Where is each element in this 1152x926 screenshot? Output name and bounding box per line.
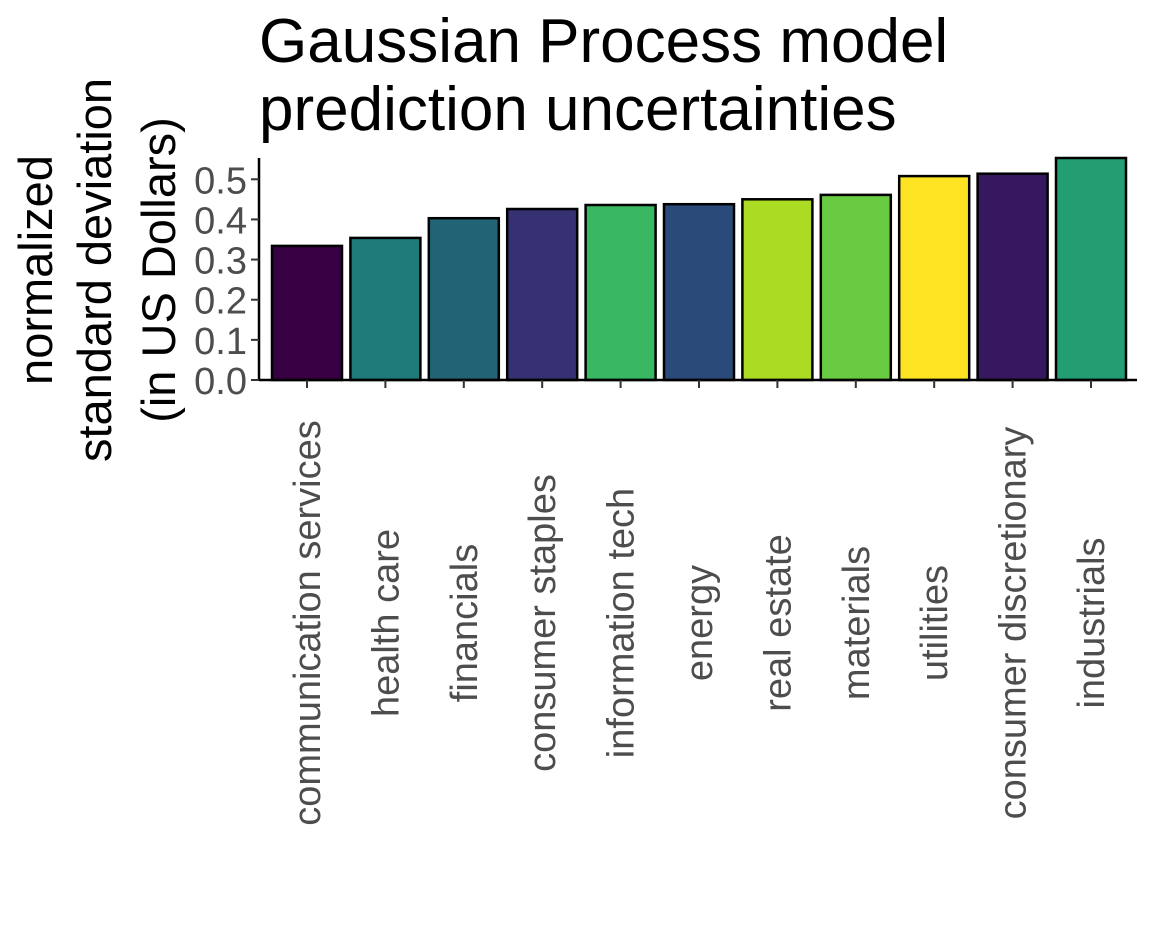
- bar-financials: [427, 216, 501, 382]
- bar-industrials: [1054, 156, 1128, 382]
- x-tick-label: industrials: [1071, 537, 1113, 708]
- chart-title-line: prediction uncertainties: [259, 75, 897, 144]
- bar-consumer-discretionary: [976, 172, 1049, 382]
- x-tick-label: financials: [444, 544, 486, 702]
- bar-energy: [662, 202, 736, 382]
- bar-information-tech: [584, 203, 657, 382]
- x-tick-label: materials: [836, 546, 878, 700]
- x-tick-label: consumer staples: [522, 474, 564, 772]
- y-axis: 0.00.10.20.30.40.5: [194, 158, 261, 403]
- x-tick-label: energy: [679, 565, 721, 681]
- y-tick-label: 0.1: [194, 321, 247, 363]
- x-tick-label: health care: [365, 529, 407, 717]
- chart-title-line: Gaussian Process model: [259, 7, 948, 76]
- x-tick-label: utilities: [914, 565, 956, 681]
- y-axis-label-line: (in US Dollars): [132, 117, 185, 423]
- bar-materials: [819, 193, 893, 382]
- y-tick-label: 0.0: [194, 361, 247, 403]
- y-tick-label: 0.5: [194, 160, 247, 202]
- bar-utilities: [897, 174, 971, 382]
- x-tick-label: information tech: [601, 488, 643, 758]
- x-axis: communication services health care financi…: [259, 378, 1137, 826]
- y-tick-label: 0.3: [194, 241, 247, 283]
- bars: [270, 156, 1128, 382]
- y-tick-label: 0.4: [194, 200, 247, 242]
- bar-health-care: [349, 236, 422, 382]
- y-tick-label: 0.2: [194, 281, 247, 323]
- x-tick-label: communication services: [287, 420, 329, 825]
- x-tick-label: real estate: [757, 534, 799, 711]
- y-axis-label-line: standard deviation: [68, 78, 121, 462]
- bar-communication-services: [270, 244, 344, 382]
- y-axis-label: normalized standard deviation (in US Dolla…: [9, 78, 185, 462]
- bar-consumer-staples: [505, 207, 579, 382]
- y-axis-label-line: normalized: [9, 155, 62, 385]
- bar-real-estate: [741, 198, 814, 382]
- x-tick-label: consumer discretionary: [993, 427, 1035, 820]
